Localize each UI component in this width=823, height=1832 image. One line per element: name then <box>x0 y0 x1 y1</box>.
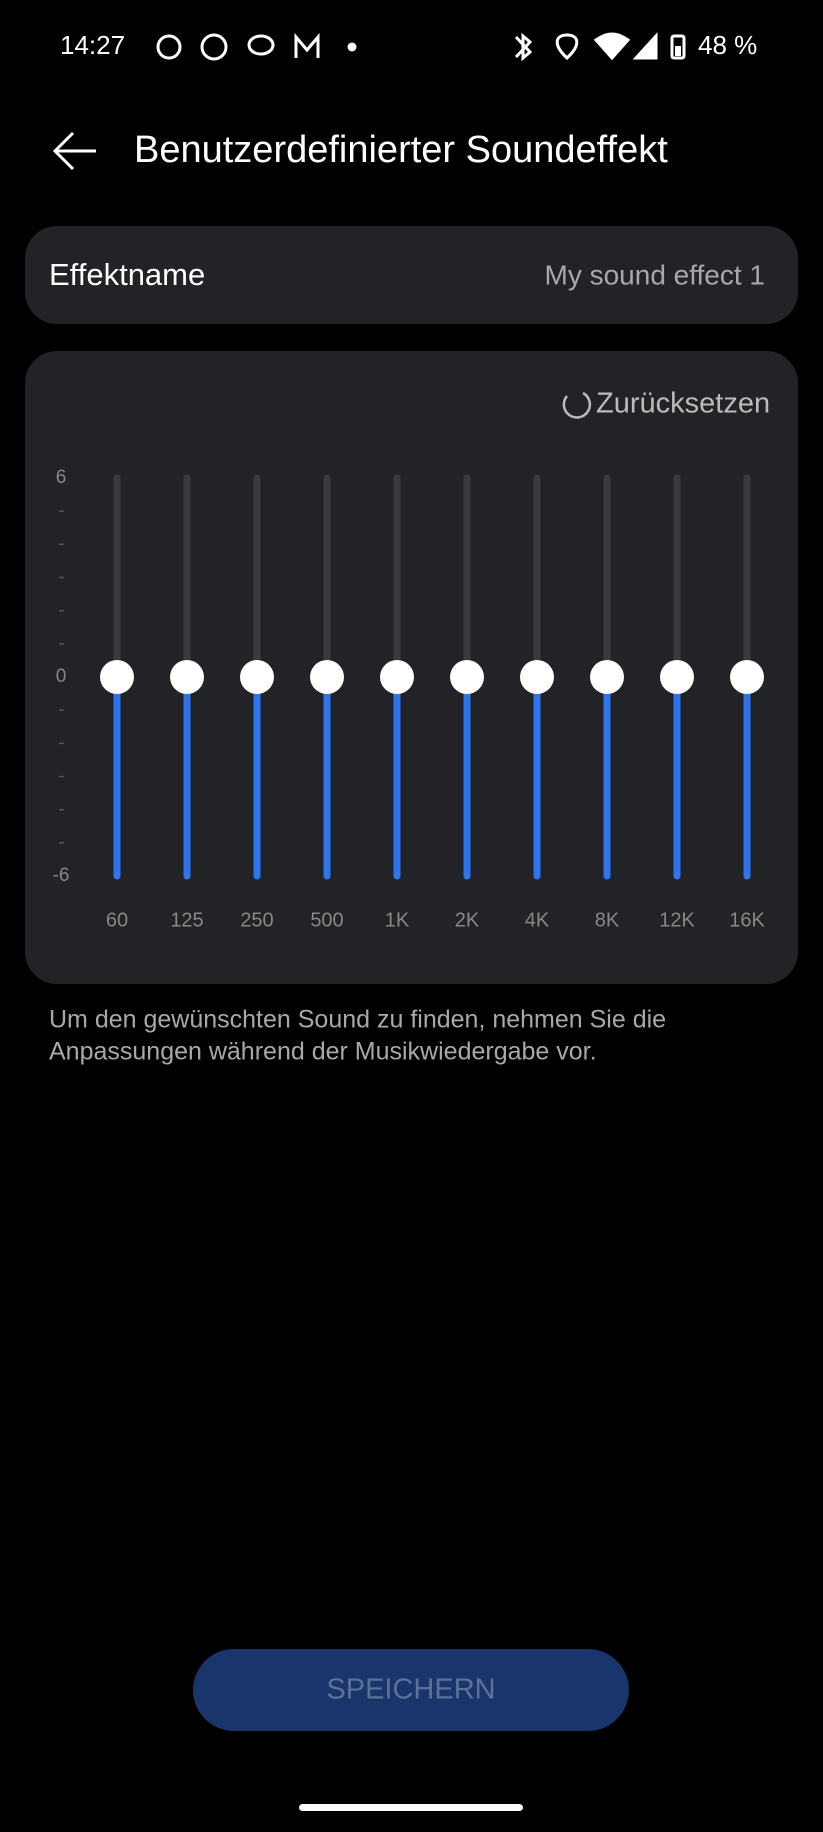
effect-name-value: My sound effect 1 <box>545 259 766 290</box>
page-title: Benutzerdefinierter Soundeffekt <box>134 129 668 171</box>
band-label: 500 <box>310 909 343 931</box>
y-tick-label: -6 <box>53 865 70 886</box>
band-label: 4K <box>525 909 550 931</box>
reset-button[interactable]: Zurücksetzen <box>562 388 770 420</box>
slider-knob[interactable] <box>660 660 694 694</box>
band-label: 1K <box>385 909 410 931</box>
save-button[interactable] <box>193 1649 629 1731</box>
effect-name-card[interactable] <box>25 226 798 324</box>
slider-knob[interactable] <box>590 660 624 694</box>
y-tick-label: 0 <box>56 666 67 687</box>
band-label: 12K <box>659 909 695 931</box>
slider-knob[interactable] <box>100 660 134 694</box>
band-label: 16K <box>729 909 765 931</box>
y-tick-label: 6 <box>56 467 67 488</box>
hint-line: Anpassungen während der Musikwiedergabe … <box>49 1038 597 1066</box>
slider-knob[interactable] <box>170 660 204 694</box>
slider-knob[interactable] <box>310 660 344 694</box>
home-indicator[interactable] <box>299 1804 523 1811</box>
band-label: 8K <box>595 909 620 931</box>
reset-icon <box>562 391 592 419</box>
effect-name-label: Effektname <box>49 257 205 292</box>
slider-knob[interactable] <box>730 660 764 694</box>
band-label: 250 <box>240 909 273 931</box>
slider-knob[interactable] <box>520 660 554 694</box>
back-button[interactable] <box>52 131 96 171</box>
band-label: 2K <box>455 909 480 931</box>
equalizer: 60-660 125 250 500 1K 2K 4K 8K 12K 16K <box>53 467 766 931</box>
slider-knob[interactable] <box>240 660 274 694</box>
slider-knob[interactable] <box>450 660 484 694</box>
hint-line: Um den gewünschten Sound zu finden, nehm… <box>49 1006 666 1034</box>
reset-label: Zurücksetzen <box>596 388 770 420</box>
status-icons <box>156 32 686 62</box>
band-label: 125 <box>170 909 203 931</box>
status-battery: 48 % <box>698 30 757 60</box>
band-label: 60 <box>106 909 128 931</box>
slider-knob[interactable] <box>380 660 414 694</box>
save-button-label: SPEICHERN <box>326 1674 495 1706</box>
status-time: 14:27 <box>60 30 125 60</box>
